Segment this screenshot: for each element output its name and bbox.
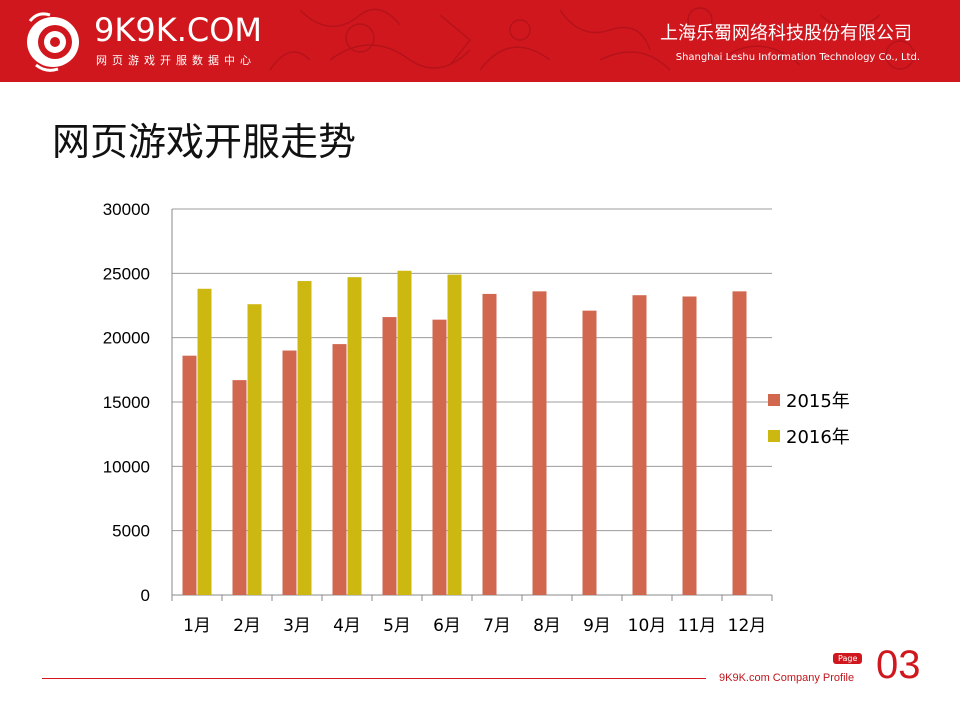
bar-2015年 bbox=[532, 291, 547, 595]
bar-2015年 bbox=[582, 310, 597, 595]
y-tick-label: 30000 bbox=[103, 200, 150, 219]
logo-subtitle: 网页游戏开服数据中心 bbox=[96, 54, 256, 67]
bar-2016年 bbox=[447, 274, 462, 595]
legend-label: 2015年 bbox=[786, 391, 850, 412]
bar-2015年 bbox=[682, 296, 697, 595]
x-tick-label: 2月 bbox=[233, 616, 261, 636]
y-tick-label: 15000 bbox=[103, 393, 150, 412]
page-number: 03 bbox=[876, 643, 921, 687]
y-tick-label: 10000 bbox=[103, 457, 150, 476]
bar-2016年 bbox=[347, 277, 362, 595]
bar-2015年 bbox=[482, 293, 497, 595]
y-tick-label: 5000 bbox=[112, 522, 150, 541]
legend-swatch bbox=[768, 394, 780, 406]
y-tick-label: 25000 bbox=[103, 264, 150, 283]
header-banner: 9K9K.COM 网页游戏开服数据中心 上海乐蜀网络科技股份有限公司 Shang… bbox=[0, 0, 960, 82]
bar-2016年 bbox=[297, 281, 312, 595]
bar-2015年 bbox=[382, 317, 397, 595]
logo-text: 9K9K.COM bbox=[94, 11, 262, 49]
company-name-en: Shanghai Leshu Information Technology Co… bbox=[675, 52, 920, 63]
x-tick-label: 10月 bbox=[628, 616, 667, 636]
bar-2015年 bbox=[282, 350, 297, 595]
x-tick-label: 3月 bbox=[283, 616, 311, 636]
decorative-pattern bbox=[269, 7, 915, 71]
legend-label: 2016年 bbox=[786, 427, 850, 448]
x-tick-label: 4月 bbox=[333, 616, 361, 636]
page-badge: Page bbox=[833, 653, 863, 664]
bar-2015年 bbox=[232, 380, 247, 595]
logo-icon bbox=[27, 12, 79, 72]
x-tick-label: 7月 bbox=[483, 616, 511, 636]
x-tick-label: 9月 bbox=[583, 616, 611, 636]
y-tick-label: 0 bbox=[141, 586, 150, 605]
bar-2016年 bbox=[197, 288, 212, 595]
footer-divider bbox=[42, 678, 706, 679]
page-title: 网页游戏开服走势 bbox=[52, 120, 357, 164]
legend-swatch bbox=[768, 430, 780, 442]
bar-2016年 bbox=[247, 304, 262, 595]
bar-2015年 bbox=[732, 291, 747, 595]
y-tick-label: 20000 bbox=[103, 329, 150, 348]
x-tick-label: 12月 bbox=[728, 616, 767, 636]
footer-company-profile: 9K9K.com Company Profile bbox=[719, 672, 855, 684]
x-tick-label: 1月 bbox=[183, 616, 211, 636]
x-tick-label: 8月 bbox=[533, 616, 561, 636]
bar-2015年 bbox=[182, 355, 197, 595]
x-tick-label: 6月 bbox=[433, 616, 461, 636]
x-tick-label: 11月 bbox=[678, 616, 717, 636]
bar-2015年 bbox=[432, 319, 447, 595]
x-tick-label: 5月 bbox=[383, 616, 411, 636]
company-name-cn: 上海乐蜀网络科技股份有限公司 bbox=[660, 23, 912, 44]
bar-2015年 bbox=[332, 344, 347, 595]
bar-2016年 bbox=[397, 270, 412, 595]
bar-2015年 bbox=[632, 295, 647, 595]
